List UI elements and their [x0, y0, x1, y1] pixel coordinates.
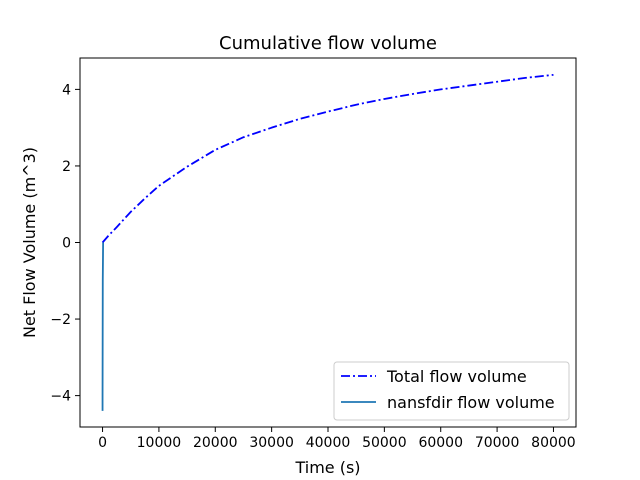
x-tick-label: 40000	[306, 435, 351, 451]
x-tick-label: 0	[98, 435, 107, 451]
legend-frame	[333, 361, 570, 421]
y-tick-label: −2	[50, 312, 71, 328]
x-axis-label: Time (s)	[294, 458, 360, 477]
y-tick-label: 0	[62, 236, 71, 252]
y-tick-label: 2	[62, 159, 71, 175]
x-tick-label: 50000	[362, 435, 407, 451]
y-tick-label: −4	[50, 389, 71, 405]
x-tick-label: 60000	[418, 435, 463, 451]
y-axis-label: Net Flow Volume (m^3)	[20, 147, 39, 338]
y-tick-label: 4	[62, 82, 71, 98]
x-axis-ticks: 0 10000 20000 30000 40000 50000 60000 70000 8000…	[98, 427, 576, 451]
legend-label-total-flow-volume: Total flow volume	[386, 367, 527, 386]
x-tick-label: 20000	[193, 435, 238, 451]
series-layer	[101, 73, 554, 411]
y-axis-ticks: −4 −2 0 2 4	[50, 82, 80, 405]
chart-title: Cumulative flow volume	[219, 33, 437, 54]
legend-label-nansfdir-flow-volume: nansfdir flow volume	[387, 393, 555, 412]
x-tick-label: 70000	[475, 435, 520, 451]
legend: Total flow volume nansfdir flow volume	[333, 361, 570, 421]
x-tick-label: 10000	[137, 435, 182, 451]
x-tick-label: 30000	[249, 435, 294, 451]
series-line-total-flow-volume	[101, 73, 554, 244]
series-line-nansfdir-flow-volume	[101, 242, 105, 411]
x-tick-label: 80000	[531, 435, 576, 451]
